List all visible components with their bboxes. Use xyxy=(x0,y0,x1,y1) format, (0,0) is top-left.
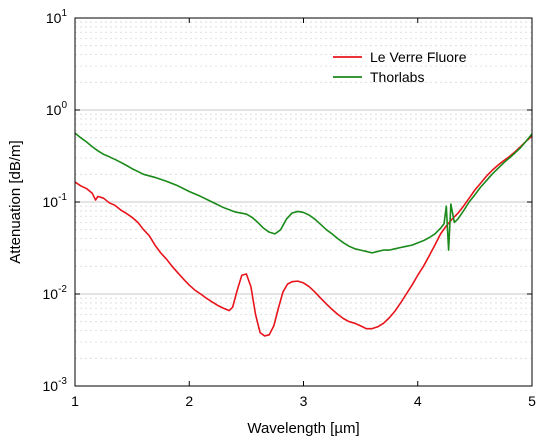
legend: Le Verre Fluore Thorlabs xyxy=(333,49,467,85)
x-tick-label: 1 xyxy=(71,393,79,409)
y-tick-label: 100 xyxy=(46,100,68,118)
y-tick-label: 10-1 xyxy=(43,192,68,210)
y-axis-label: Attenuation [dB/m] xyxy=(7,140,24,263)
grid xyxy=(75,21,532,359)
series-lines xyxy=(74,132,533,337)
legend-label-1: Le Verre Fluore xyxy=(370,49,467,65)
legend-label-2: Thorlabs xyxy=(370,69,424,85)
x-tick-label: 4 xyxy=(414,393,422,409)
x-tick-label: 5 xyxy=(528,393,536,409)
x-tick-label: 3 xyxy=(300,393,308,409)
y-tick-label: 101 xyxy=(46,8,68,26)
series-line-2 xyxy=(74,132,533,254)
series-line-1 xyxy=(74,135,533,337)
y-tick-label: 10-2 xyxy=(43,284,68,302)
y-tick-label: 10-3 xyxy=(43,376,68,394)
x-axis-label: Wavelength [µm] xyxy=(247,420,359,437)
ticks: 1 2 3 4 5 10-3 10-2 10-1 100 101 xyxy=(43,8,537,409)
x-tick-label: 2 xyxy=(185,393,193,409)
